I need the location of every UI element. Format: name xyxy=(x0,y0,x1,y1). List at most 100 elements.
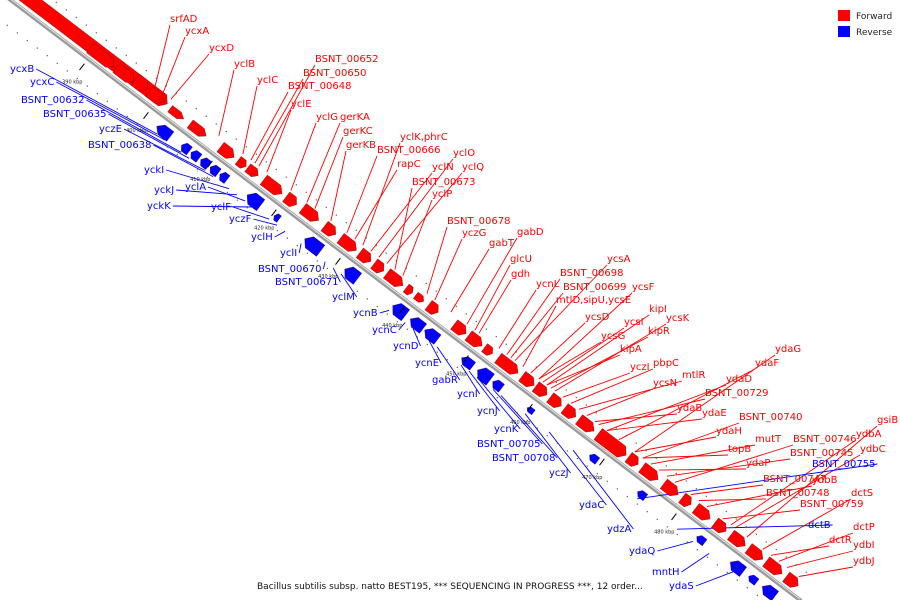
reverse-gene-label[interactable]: BSNT_00635 xyxy=(43,109,106,120)
forward-gene-label[interactable]: ydaG xyxy=(775,344,801,355)
reverse-gene-label[interactable]: ycxB xyxy=(10,64,34,75)
forward-gene-6[interactable] xyxy=(186,119,209,140)
reverse-gene-20[interactable] xyxy=(727,557,747,577)
forward-gene-34[interactable] xyxy=(678,492,694,509)
reverse-gene-label[interactable]: BSNT_00671 xyxy=(275,277,338,288)
forward-gene-11[interactable] xyxy=(282,191,300,209)
forward-gene-label[interactable]: gsiB xyxy=(877,415,898,426)
forward-gene-10[interactable] xyxy=(259,174,286,199)
forward-gene-label[interactable]: BSNT_00678 xyxy=(447,216,510,227)
forward-gene-label[interactable]: ydaH xyxy=(716,426,742,437)
forward-gene-label[interactable]: ydbJ xyxy=(853,556,875,567)
forward-gene-20[interactable] xyxy=(424,300,442,317)
forward-gene-label[interactable]: ydaE xyxy=(702,408,727,419)
forward-gene-label[interactable]: yclN xyxy=(432,162,454,173)
forward-gene-9[interactable] xyxy=(244,163,261,180)
reverse-gene-4[interactable] xyxy=(207,163,222,178)
forward-gene-label[interactable]: ydbB xyxy=(812,475,838,486)
reverse-gene-label[interactable]: yclA xyxy=(185,182,206,193)
forward-gene-label[interactable]: yczG xyxy=(462,228,486,239)
reverse-gene-label[interactable]: ycnD xyxy=(393,341,419,352)
forward-gene-label[interactable]: BSNT_00746 xyxy=(793,434,856,445)
reverse-gene-label[interactable]: ycnJ xyxy=(477,406,498,417)
forward-gene-label[interactable]: gdh xyxy=(511,269,530,280)
forward-gene-18[interactable] xyxy=(402,283,415,297)
forward-gene-4[interactable] xyxy=(145,86,167,108)
reverse-gene-label[interactable]: BSNT_00755 xyxy=(812,459,875,470)
reverse-gene-label[interactable]: yczJ xyxy=(549,468,569,479)
reverse-gene-2[interactable] xyxy=(188,148,203,163)
forward-gene-label[interactable]: ydaB xyxy=(677,403,702,414)
reverse-gene-11[interactable] xyxy=(407,314,427,334)
forward-gene-label[interactable]: ycnL xyxy=(536,279,560,290)
forward-gene-7[interactable] xyxy=(216,142,238,162)
reverse-gene-8[interactable] xyxy=(300,233,326,257)
forward-gene-label[interactable]: kipI xyxy=(649,304,667,315)
forward-gene-label[interactable]: yclG xyxy=(316,112,338,123)
reverse-gene-22[interactable] xyxy=(759,582,779,602)
forward-gene-label[interactable]: BSNT_00699 xyxy=(563,282,626,293)
forward-gene-26[interactable] xyxy=(531,381,550,400)
reverse-gene-21[interactable] xyxy=(746,573,760,586)
forward-gene-label[interactable]: yclB xyxy=(234,59,255,70)
forward-gene-label[interactable]: ydbA xyxy=(856,429,882,440)
forward-gene-22[interactable] xyxy=(464,330,486,351)
reverse-gene-label[interactable]: BSNT_00670 xyxy=(258,264,321,275)
forward-gene-23[interactable] xyxy=(481,343,495,358)
forward-gene-label[interactable]: mtlD,sipU,ycsE xyxy=(556,295,631,306)
forward-gene-label[interactable]: ycsI xyxy=(624,317,644,328)
forward-gene-label[interactable]: gabD xyxy=(517,227,544,238)
forward-gene-label[interactable]: BSNT_00747 xyxy=(763,474,826,485)
forward-gene-label[interactable]: ycsA xyxy=(607,254,631,265)
reverse-gene-14[interactable] xyxy=(473,364,495,386)
reverse-gene-6[interactable] xyxy=(243,189,266,212)
forward-gene-5[interactable] xyxy=(167,105,186,123)
forward-gene-label[interactable]: BSNT_00759 xyxy=(800,499,863,510)
forward-gene-label[interactable]: dctS xyxy=(851,488,873,499)
reverse-gene-label[interactable]: dctB xyxy=(808,520,831,531)
reverse-gene-5[interactable] xyxy=(217,170,231,184)
forward-gene-label[interactable]: srfAD xyxy=(170,14,198,25)
forward-gene-3[interactable] xyxy=(130,73,151,94)
reverse-gene-label[interactable]: ycnB xyxy=(353,308,378,319)
reverse-gene-19[interactable] xyxy=(694,533,708,547)
reverse-gene-label[interactable]: yczE xyxy=(99,124,122,135)
reverse-gene-10[interactable] xyxy=(388,300,410,322)
forward-gene-label[interactable]: yclK,phrC xyxy=(400,132,448,143)
reverse-gene-13[interactable] xyxy=(458,354,476,371)
reverse-gene-label[interactable]: yclM xyxy=(332,292,355,303)
forward-gene-label[interactable]: BSNT_00673 xyxy=(412,177,475,188)
forward-gene-label[interactable]: ycsN xyxy=(653,378,677,389)
reverse-gene-label[interactable]: yclI xyxy=(280,248,297,259)
forward-gene-8[interactable] xyxy=(234,156,249,170)
forward-gene-label[interactable]: yczI xyxy=(630,362,650,373)
reverse-gene-0[interactable] xyxy=(153,121,175,142)
forward-gene-label[interactable]: kipR xyxy=(648,326,670,337)
forward-gene-label[interactable]: ycsK xyxy=(666,313,690,324)
forward-gene-label[interactable]: mutT xyxy=(755,434,782,445)
reverse-gene-label[interactable]: yczF xyxy=(229,214,252,225)
forward-gene-label[interactable]: gerKA xyxy=(340,112,370,123)
reverse-gene-12[interactable] xyxy=(421,325,442,345)
forward-gene-label[interactable]: ydbC xyxy=(860,444,886,455)
forward-gene-32[interactable] xyxy=(638,462,661,485)
reverse-gene-label[interactable]: ycnE xyxy=(415,358,439,369)
forward-gene-25[interactable] xyxy=(518,371,537,390)
forward-gene-label[interactable]: BSNT_00648 xyxy=(288,81,351,92)
forward-gene-21[interactable] xyxy=(450,319,469,339)
forward-gene-label[interactable]: BSNT_00729 xyxy=(705,388,768,399)
forward-gene-35[interactable] xyxy=(691,503,714,524)
reverse-gene-label[interactable]: ycnK xyxy=(494,424,519,435)
forward-gene-19[interactable] xyxy=(413,291,426,304)
reverse-gene-label[interactable]: BSNT_00705 xyxy=(477,439,540,450)
forward-gene-33[interactable] xyxy=(659,478,682,500)
reverse-gene-label[interactable]: ycnI xyxy=(457,389,478,400)
forward-gene-label[interactable]: BSNT_00652 xyxy=(315,54,378,65)
forward-gene-label[interactable]: yclQ xyxy=(462,162,484,173)
forward-gene-label[interactable]: BSNT_00748 xyxy=(766,488,829,499)
reverse-gene-label[interactable]: ycnC xyxy=(372,325,397,336)
reverse-gene-label[interactable]: mntH xyxy=(652,567,680,578)
reverse-gene-1[interactable] xyxy=(178,141,193,156)
forward-gene-0[interactable] xyxy=(2,0,172,110)
reverse-gene-label[interactable]: ydzA xyxy=(607,524,632,535)
